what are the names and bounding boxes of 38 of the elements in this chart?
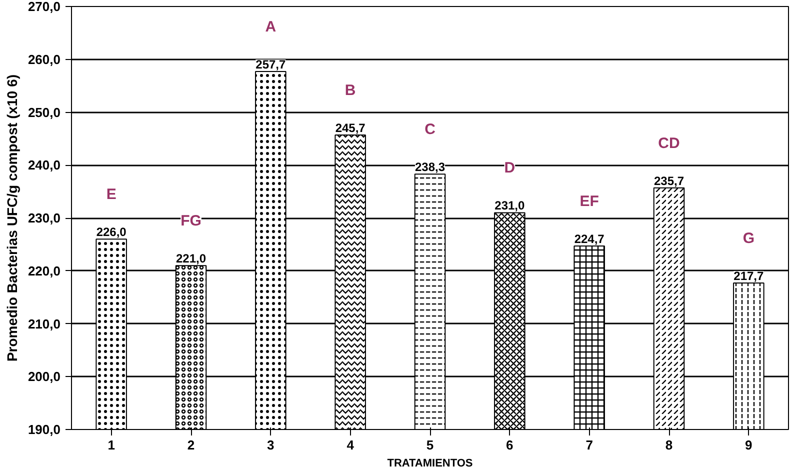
annotation: G <box>742 230 755 248</box>
y-tick-label: 220,0 <box>28 263 61 278</box>
annotation: E <box>106 186 116 204</box>
data-label: 257,7 <box>256 58 286 72</box>
annotation: B <box>344 82 356 99</box>
x-tick-label: 1 <box>108 438 115 452</box>
annotation: EF <box>580 193 599 210</box>
data-label: 245,7 <box>335 120 366 135</box>
x-tick-label: 4 <box>346 438 355 452</box>
x-axis-title: TRATAMIENTOS <box>387 458 473 470</box>
annotation: A <box>265 18 276 36</box>
y-tick-label: 190,0 <box>28 422 61 437</box>
data-label: 224,7 <box>574 232 605 246</box>
y-tick-label: 270,0 <box>28 0 61 14</box>
y-tick-label: 240,0 <box>28 158 61 173</box>
data-label: 235,7 <box>654 174 684 188</box>
x-tick-label: 5 <box>426 438 434 452</box>
y-tick-label: 230,0 <box>28 210 61 226</box>
data-label: 226,0 <box>96 225 127 240</box>
annotation: D <box>504 160 516 177</box>
x-tick-label: 3 <box>267 438 274 452</box>
annotation: C <box>424 121 436 138</box>
x-tick-label: 2 <box>187 438 195 452</box>
y-axis-title: Promedio Bacterias UFC/g compost (x10 6) <box>4 74 20 362</box>
y-tick-label: 200,0 <box>28 369 61 384</box>
data-label: 231,0 <box>494 198 526 213</box>
x-tick-label: 8 <box>665 438 673 452</box>
y-tick-label: 250,0 <box>28 104 61 120</box>
annotation: FG <box>180 212 202 230</box>
y-tick-label: 260,0 <box>28 52 61 67</box>
x-tick-label: 6 <box>506 438 514 452</box>
x-tick-label: 7 <box>586 438 593 452</box>
data-label: 217,7 <box>734 269 764 284</box>
data-label: 221,0 <box>176 252 206 266</box>
x-tick-label: 9 <box>745 438 752 452</box>
y-tick-label: 210,0 <box>28 316 61 332</box>
annotation: CD <box>658 134 680 152</box>
data-label: 238,3 <box>414 160 446 174</box>
